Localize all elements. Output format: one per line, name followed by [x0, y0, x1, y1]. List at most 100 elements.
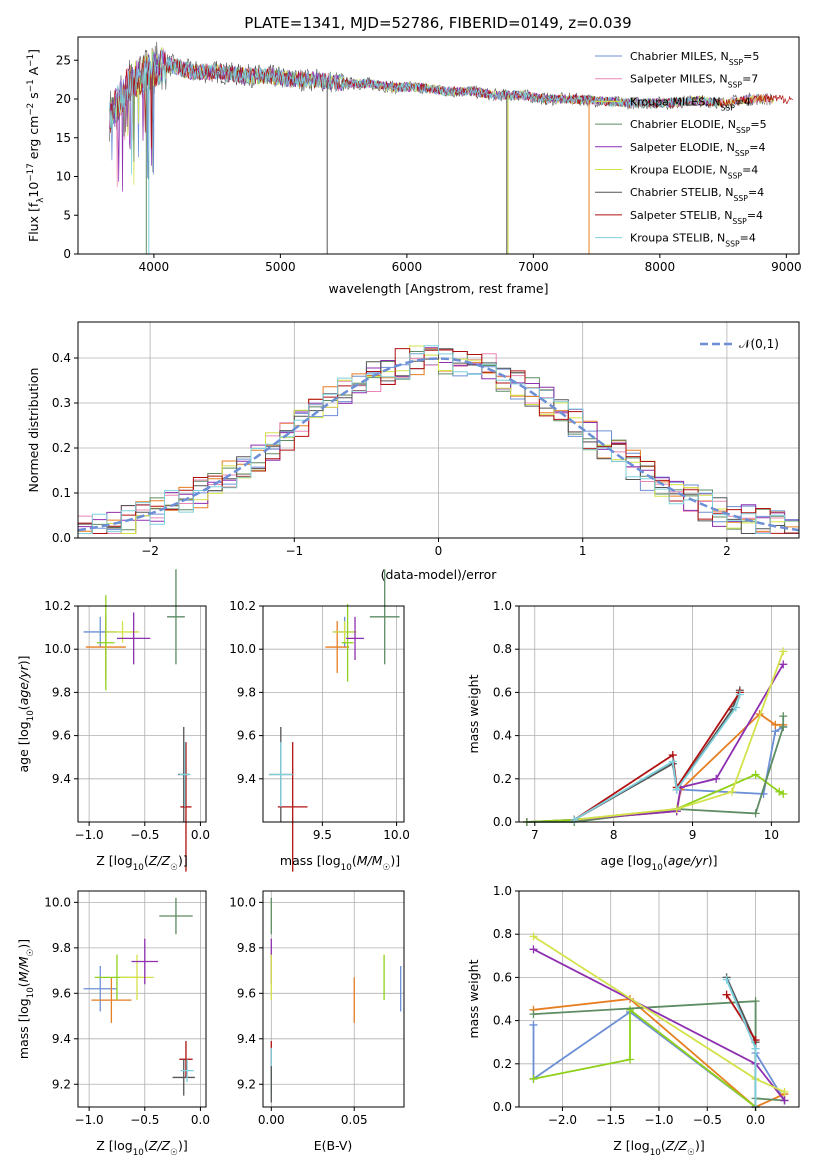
x-tick-label: −1.5 [596, 1113, 625, 1127]
legend-entry: 𝒩(0,1) [739, 337, 779, 351]
x-tick-label: 6000 [392, 260, 423, 274]
data-marker [779, 722, 788, 731]
y-tick-label: 0.0 [493, 815, 512, 829]
data-marker [672, 785, 681, 794]
y-tick-label: 9.6 [237, 986, 256, 1000]
x-tick-label: 0.0 [191, 828, 210, 842]
x-axis-label: wavelength [Angstrom, rest frame] [328, 281, 548, 296]
data-marker [779, 660, 788, 669]
y-tick-label: 9.4 [237, 1032, 256, 1046]
x-tick-label: −0.5 [130, 1113, 159, 1127]
y-tick-label: 9.6 [52, 986, 71, 1000]
x-tick-label: −2.0 [548, 1113, 577, 1127]
data-marker [779, 789, 788, 798]
legend-entry: Kroupa MILES, NSSP=4 [630, 95, 751, 112]
y-tick-label: 9.6 [52, 729, 71, 743]
y-tick-label: 9.4 [52, 772, 71, 786]
x-tick-label: −1.0 [75, 828, 104, 842]
data-marker [722, 990, 731, 999]
legend-entry: Chabrier ELODIE, NSSP=5 [630, 118, 767, 135]
data-marker [529, 1074, 538, 1083]
histogram-step [78, 345, 799, 534]
x-tick-label: 8000 [645, 260, 676, 274]
series-line [526, 716, 785, 823]
x-tick-label: 9 [689, 828, 697, 842]
y-tick-label: 0.8 [493, 642, 512, 656]
y-tick-label: 0.8 [493, 927, 512, 941]
x-tick-label: −1 [285, 544, 303, 558]
y-tick-label: 0.6 [493, 685, 512, 699]
x-tick-label: 7 [531, 828, 539, 842]
y-tick-label: 10.0 [229, 895, 256, 909]
data-marker [529, 932, 538, 941]
axes-frame [77, 890, 207, 1108]
data-marker [570, 815, 579, 824]
x-tick-label: 10 [764, 828, 779, 842]
y-tick-label: 9.4 [52, 1032, 71, 1046]
spectrum-line [109, 48, 718, 175]
legend-entry: Kroupa STELIB, NSSP=4 [630, 232, 756, 249]
y-tick-label: 9.8 [52, 941, 71, 955]
y-tick-label: 1.0 [493, 884, 512, 898]
x-tick-label: 4000 [139, 260, 170, 274]
y-tick-label: 0.2 [493, 772, 512, 786]
y-tick-label: 15 [56, 131, 71, 145]
data-marker [529, 1010, 538, 1019]
x-tick-label: 0.05 [341, 1113, 368, 1127]
x-axis-label: mass [log10(M/M☉)] [280, 853, 400, 873]
y-tick-label: 9.2 [237, 1077, 256, 1091]
x-axis-label: Z [log10(Z/Z☉)] [613, 1138, 704, 1158]
y-tick-label: 9.8 [237, 685, 256, 699]
series-line [574, 663, 784, 821]
series-line [573, 689, 741, 821]
y-tick-label: 0.6 [493, 970, 512, 984]
x-tick-label: −1.0 [75, 1113, 104, 1127]
x-tick-label: 0.00 [258, 1113, 285, 1127]
x-tick-label: 0.0 [746, 1113, 765, 1127]
x-axis-label: age [log10(age/yr)] [600, 853, 717, 873]
y-tick-label: 10.2 [44, 599, 71, 613]
y-axis-label: Normed distribution [26, 368, 41, 493]
data-marker [722, 975, 731, 984]
y-tick-label: 0.4 [493, 729, 512, 743]
series-line [526, 773, 784, 823]
data-marker [779, 712, 788, 721]
data-marker [751, 809, 760, 818]
data-marker [731, 703, 740, 712]
x-axis-label: Z [log10(Z/Z☉)] [96, 1138, 187, 1158]
data-marker [751, 1044, 760, 1053]
data-marker [780, 1096, 789, 1105]
axes-frame [262, 605, 405, 823]
x-tick-label: −0.5 [130, 828, 159, 842]
data-marker [529, 945, 538, 954]
data-marker [771, 720, 780, 729]
legend-entry: Kroupa ELODIE, NSSP=4 [630, 164, 758, 181]
histogram-step [78, 345, 799, 534]
y-tick-label: 9.6 [237, 729, 256, 743]
series-line [533, 1007, 757, 1108]
y-tick-label: 10.0 [229, 642, 256, 656]
x-axis-label: E(B-V) [314, 1138, 353, 1153]
x-tick-label: 10.0 [383, 828, 410, 842]
y-tick-label: 0.2 [493, 1057, 512, 1071]
y-tick-label: 20 [56, 92, 71, 106]
y-tick-label: 0.0 [52, 531, 71, 545]
y-tick-label: 9.8 [237, 941, 256, 955]
y-tick-label: 5 [63, 208, 71, 222]
data-marker [626, 1055, 635, 1064]
y-tick-label: 9.8 [52, 685, 71, 699]
axes-frame [77, 605, 207, 823]
data-marker [735, 690, 744, 699]
y-axis-label: mass weight [466, 674, 481, 753]
x-tick-label: 0.0 [191, 1113, 210, 1127]
y-axis-label: mass weight [466, 959, 481, 1038]
y-tick-label: 0.3 [52, 396, 71, 410]
series-line [574, 651, 785, 821]
figure-title: PLATE=1341, MJD=52786, FIBERID=0149, z=0… [244, 14, 631, 32]
data-marker [712, 774, 721, 783]
data-marker [626, 1005, 635, 1014]
x-tick-label: 8 [610, 828, 618, 842]
y-axis-label: Flux [fλ10−17 erg cm−2 s−1 A−1] [26, 49, 46, 242]
y-tick-label: 0.4 [52, 351, 71, 365]
